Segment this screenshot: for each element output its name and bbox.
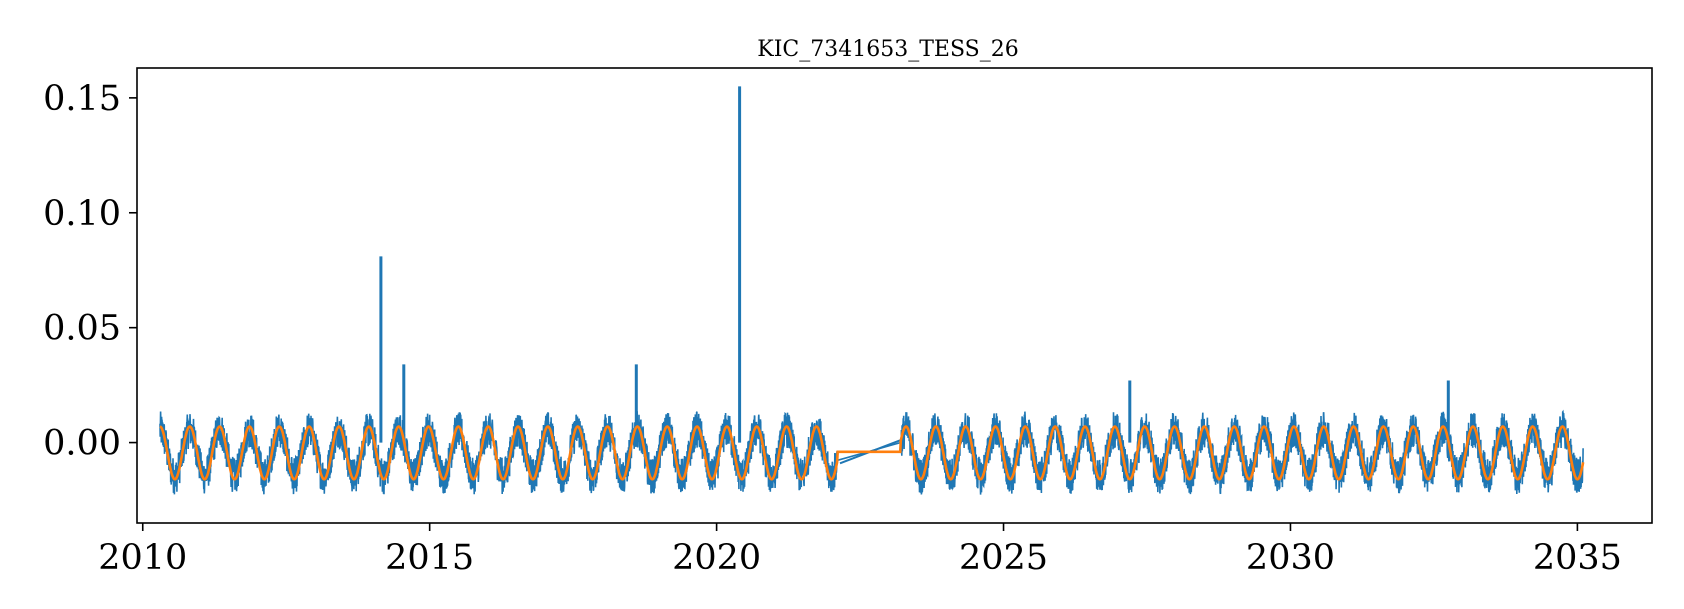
- y-tick-label: 0.10: [43, 194, 121, 234]
- x-tick-label: 2030: [1246, 538, 1335, 578]
- axes-layer: 2010 2015 2020 2025 2030 2035 0.00 0.05 0.10 0.15: [43, 67, 1653, 578]
- y-tick-label: 0.00: [43, 424, 121, 464]
- y-tick-label: 0.15: [43, 79, 121, 119]
- trend-series-line: [159, 425, 1585, 481]
- x-tick-label: 2025: [959, 538, 1048, 578]
- x-tick-label: 2010: [98, 538, 187, 578]
- series-layer: [159, 86, 1585, 495]
- x-tick-label: 2015: [385, 538, 474, 578]
- x-tick-label: 2020: [672, 538, 761, 578]
- x-tick-label: 2035: [1533, 538, 1622, 578]
- axes-frame: [136, 67, 1653, 524]
- y-tick-label: 0.05: [43, 309, 121, 349]
- chart-title: KIC_7341653_TESS_26: [757, 37, 1018, 62]
